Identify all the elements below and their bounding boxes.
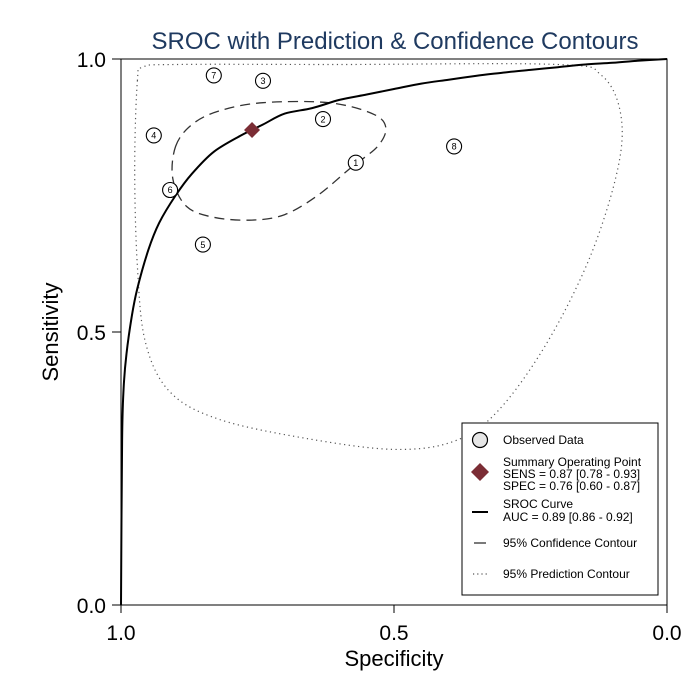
observed-point: [145, 127, 162, 144]
y-axis: 1.0 0.5 0.0: [77, 49, 121, 618]
observed-point: [205, 67, 222, 84]
observed-point: [194, 236, 211, 253]
legend-box: [461, 422, 659, 596]
observed-point-label: 7: [211, 71, 216, 81]
legend-observed-marker: [471, 431, 489, 449]
legend-prediction-label: 95% Prediction Contour: [503, 567, 630, 581]
x-tick-label: 0.5: [379, 622, 408, 645]
x-tick-label: 0.0: [652, 622, 681, 645]
legend-curve-auc: AUC = 0.89 [0.86 - 0.92]: [503, 510, 633, 524]
observed-point-label: 1: [353, 158, 358, 168]
observed-point: [162, 181, 179, 199]
observed-point: [446, 138, 463, 155]
sroc-curve: [120, 58, 668, 606]
observed-point-label: 2: [320, 114, 325, 124]
legend-curve-title: SROC Curve: [503, 497, 573, 511]
legend-confidence-label: 95% Confidence Contour: [503, 536, 637, 550]
observed-point-label: 8: [452, 142, 457, 152]
observed-points: 1 2 3 4 5 6 7 8: [145, 67, 463, 253]
legend-summary-marker: [471, 463, 489, 481]
y-tick-label: 0.5: [77, 322, 106, 345]
chart-title: SROC with Prediction & Confidence Contou…: [152, 28, 639, 55]
legend-observed-label: Observed Data: [503, 433, 584, 447]
observed-point-label: 5: [200, 240, 205, 250]
legend: Observed Data Summary Operating Point SE…: [461, 422, 659, 596]
observed-point: [314, 111, 332, 128]
legend-summary-sens: SENS = 0.87 [0.78 - 0.93]: [503, 467, 640, 481]
x-axis: 1.0 0.5 0.0: [106, 605, 682, 645]
x-axis-label: Specificity: [344, 646, 443, 671]
y-tick-label: 1.0: [77, 49, 106, 72]
observed-point: [347, 154, 364, 171]
prediction-contour: [134, 63, 623, 451]
legend-summary-title: Summary Operating Point: [503, 455, 642, 469]
y-axis-label: Sensitivity: [38, 282, 63, 381]
observed-point-label: 3: [260, 76, 265, 86]
observed-point-label: 4: [151, 131, 156, 141]
observed-point: [254, 72, 272, 89]
observed-point-label: 6: [168, 185, 173, 195]
summary-operating-point: [244, 121, 261, 138]
y-tick-label: 0.0: [77, 595, 106, 618]
confidence-contour: [171, 100, 387, 221]
x-tick-label: 1.0: [106, 622, 135, 645]
legend-summary-spec: SPEC = 0.76 [0.60 - 0.87]: [503, 479, 640, 493]
